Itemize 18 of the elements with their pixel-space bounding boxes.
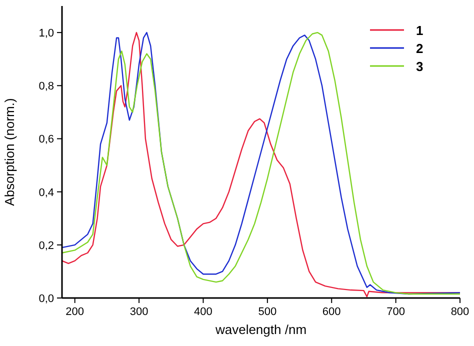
y-tick-label: 0,2 xyxy=(38,240,54,252)
legend-label: 3 xyxy=(416,59,424,74)
y-tick-label: 0,0 xyxy=(38,293,54,305)
x-tick-label: 300 xyxy=(130,306,148,318)
y-tick-label: 0,8 xyxy=(38,80,54,93)
legend-label: 2 xyxy=(416,41,424,56)
x-tick-label: 200 xyxy=(66,306,84,318)
x-tick-label: 800 xyxy=(450,306,470,318)
y-axis-title: Absorption (norm.) xyxy=(2,98,17,206)
y-tick-label: 0,6 xyxy=(38,134,54,146)
y-tick-label: 1,0 xyxy=(38,28,54,40)
x-tick-label: 700 xyxy=(386,306,405,318)
x-axis-title: wavelength /nm xyxy=(214,322,307,337)
x-tick-label: 400 xyxy=(194,306,212,318)
legend-label: 1 xyxy=(416,23,424,38)
x-tick-label: 500 xyxy=(258,306,277,318)
x-tick-label: 600 xyxy=(322,306,341,318)
y-tick-label: 0,4 xyxy=(38,186,54,199)
